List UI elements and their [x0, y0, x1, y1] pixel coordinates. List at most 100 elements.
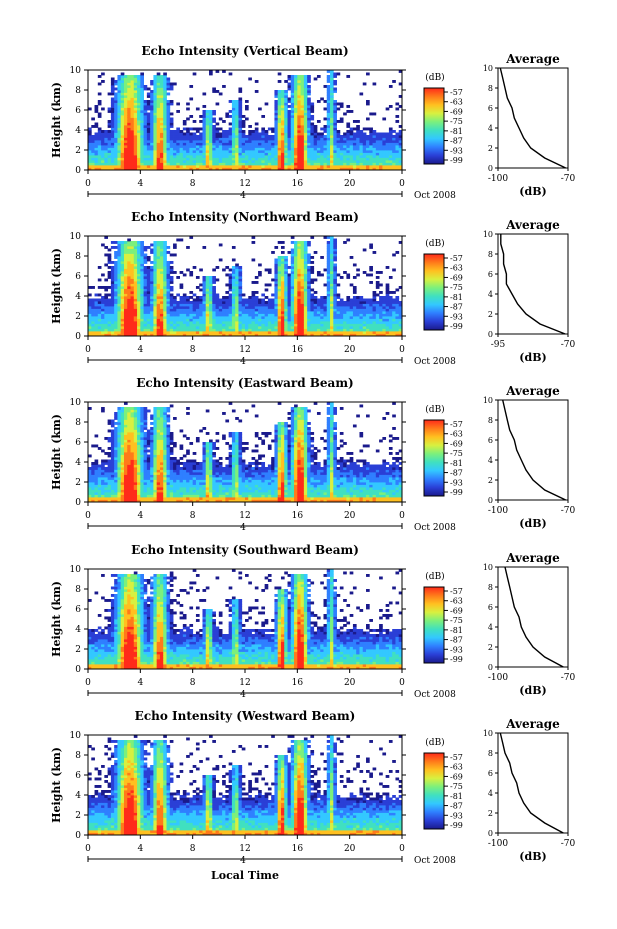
profile-line: [504, 566, 564, 668]
colorbar-tick-label: -81: [450, 293, 463, 302]
y-tick-label: 0: [75, 166, 81, 176]
x-tick-label: 8: [190, 345, 196, 355]
profile-y-tick-label: 2: [488, 643, 493, 652]
colorbar-tick-label: -99: [450, 655, 463, 664]
x-tick-label: 20: [344, 511, 356, 521]
profile-y-tick-label: 8: [488, 583, 493, 592]
x-tick-label: 0: [399, 678, 405, 688]
y-tick-label: 10: [70, 398, 82, 408]
panel-4: Echo Intensity (Southward Beam) 0 2 4 6 8 10 0 4…: [50, 543, 576, 700]
profile-x-tick-label: -100: [488, 673, 508, 683]
colorbar-tick-label: -69: [450, 606, 463, 615]
y-tick-label: 2: [75, 645, 81, 655]
profile-x-tick-label: -100: [488, 839, 508, 849]
x-tick-label: 0: [85, 179, 91, 189]
colorbar-unit: (dB): [425, 571, 444, 582]
profile-y-tick-label: 0: [488, 496, 493, 505]
colorbar-tick-label: -63: [450, 763, 463, 772]
colorbar-tick-label: -75: [450, 616, 463, 625]
x-tick-label: 16: [292, 678, 304, 688]
profile-y-tick-label: 8: [488, 84, 493, 93]
y-tick-label: 4: [75, 791, 81, 801]
profile-y-tick-label: 8: [488, 416, 493, 425]
profile-x-tick-label: -70: [561, 174, 576, 184]
date-label: Oct 2008: [414, 191, 456, 201]
profile-y-tick-label: 4: [488, 456, 493, 465]
profile-y-tick-label: 8: [488, 749, 493, 758]
x-tick-label: 0: [85, 345, 91, 355]
x-tick-label: 20: [344, 345, 356, 355]
colorbar-tick-label: -93: [450, 312, 463, 321]
x-tick-label: 0: [399, 511, 405, 521]
colorbar-tick-label: -75: [450, 449, 463, 458]
colorbar-tick-label: -87: [450, 469, 463, 478]
y-tick-label: 4: [75, 126, 81, 136]
profile-y-tick-label: 10: [483, 64, 493, 73]
profile-frame: [497, 566, 569, 668]
profile-x-label: (dB): [519, 684, 546, 697]
profile-line: [502, 399, 567, 501]
profile-x-label: (dB): [519, 185, 546, 198]
colorbar-unit: (dB): [425, 737, 444, 748]
profile-y-tick-label: 10: [483, 729, 493, 738]
profile-y-tick-label: 6: [488, 436, 493, 445]
profile-y-tick-label: 6: [488, 104, 493, 113]
profile-x-label: (dB): [519, 850, 546, 863]
colorbar: [423, 752, 445, 830]
profile-y-tick-label: 8: [488, 250, 493, 259]
colorbar-tick-label: -69: [450, 273, 463, 282]
colorbar-tick-label: -99: [450, 821, 463, 830]
profile-y-tick-label: 0: [488, 663, 493, 672]
x-tick-label: 0: [399, 844, 405, 854]
colorbar-tick-label: -69: [450, 439, 463, 448]
y-tick-label: 4: [75, 625, 81, 635]
colorbar-tick-label: -63: [450, 597, 463, 606]
colorbar-tick-label: -93: [450, 645, 463, 654]
profile-x-tick-label: -70: [561, 673, 576, 683]
x-tick-label: 4: [137, 345, 143, 355]
profile-x-label: (dB): [519, 517, 546, 530]
colorbar: [423, 586, 445, 664]
profile-y-tick-label: 0: [488, 164, 493, 173]
colorbar-tick-label: -81: [450, 792, 463, 801]
x-tick-label: 12: [239, 179, 250, 189]
profile-y-tick-label: 4: [488, 789, 493, 798]
colorbar-tick-label: -63: [450, 430, 463, 439]
profile-y-tick-label: 2: [488, 310, 493, 319]
y-tick-label: 10: [70, 232, 82, 242]
profile-y-tick-label: 6: [488, 270, 493, 279]
x-tick-label: 20: [344, 678, 356, 688]
y-tick-label: 4: [75, 458, 81, 468]
colorbar-unit: (dB): [425, 404, 444, 415]
colorbar-tick-label: -93: [450, 478, 463, 487]
profile-frame: [497, 233, 569, 335]
panel-3: Echo Intensity (Eastward Beam) 0 2 4 6 8 10 0 4 8…: [50, 376, 576, 533]
colorbar-tick-label: -57: [450, 420, 463, 429]
colorbar-tick-label: -99: [450, 156, 463, 165]
y-tick-label: 2: [75, 146, 81, 156]
y-tick-label: 10: [70, 565, 82, 575]
x-tick-label: 0: [85, 844, 91, 854]
y-tick-label: 4: [75, 292, 81, 302]
panel-5: Echo Intensity (Westward Beam) 0 2 4 6 8 10 0 4 8…: [50, 709, 576, 866]
heatmap-cells: [88, 70, 403, 171]
date-label: Oct 2008: [414, 856, 456, 866]
colorbar-tick-label: -87: [450, 137, 463, 146]
colorbar-tick-label: -81: [450, 626, 463, 635]
y-axis-label: Height (km): [50, 581, 63, 657]
colorbar-tick-label: -69: [450, 772, 463, 781]
profile-y-tick-label: 4: [488, 290, 493, 299]
profile-y-tick-label: 2: [488, 144, 493, 153]
colorbar-unit: (dB): [425, 238, 444, 249]
heatmap-cells: [88, 569, 403, 670]
profile-title: Average: [505, 218, 560, 232]
day-label: 4: [240, 690, 246, 700]
colorbar: [423, 253, 445, 331]
y-tick-label: 0: [75, 498, 81, 508]
panel-title: Echo Intensity (Southward Beam): [131, 543, 359, 557]
profile-title: Average: [505, 717, 560, 731]
y-axis-label: Height (km): [50, 414, 63, 490]
profile-frame: [497, 67, 569, 169]
colorbar-tick-label: -87: [450, 802, 463, 811]
colorbar: [423, 87, 445, 165]
